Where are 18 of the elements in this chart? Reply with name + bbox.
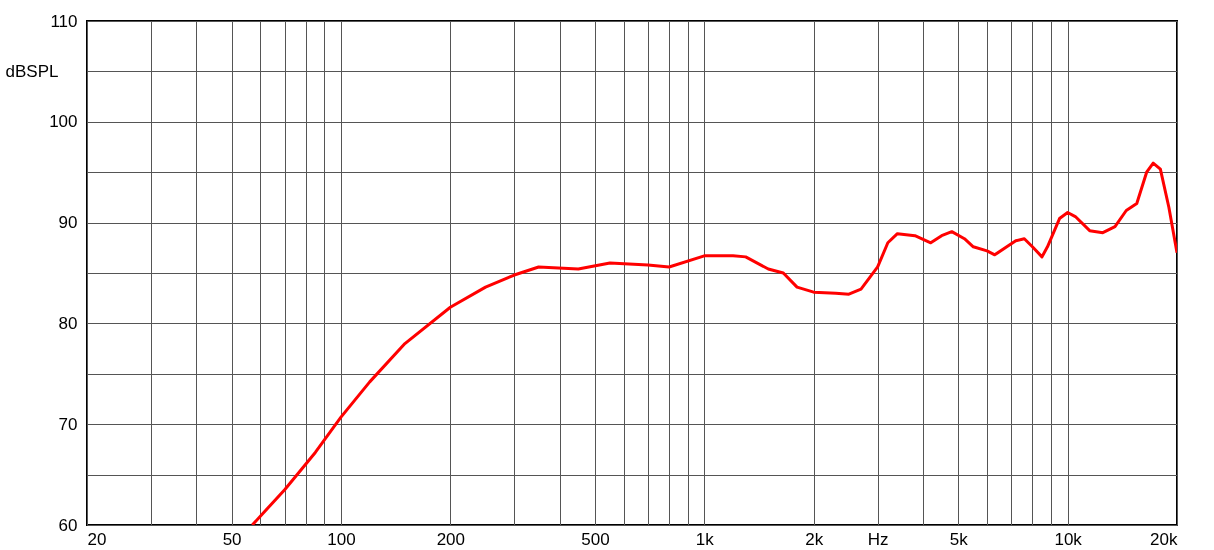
x-tick-label: 20k — [1150, 529, 1178, 549]
y-tick-label: 80 — [58, 313, 78, 333]
x-tick-label: 50 — [222, 529, 242, 549]
x-tick-label: 500 — [581, 529, 610, 549]
x-tick-label: 200 — [436, 529, 466, 549]
x-tick-label: 1k — [695, 529, 715, 549]
y-tick-label: 110 — [50, 11, 78, 31]
y-tick-label: 70 — [58, 414, 78, 434]
x-tick-label: 100 — [327, 529, 356, 549]
y-tick-label: 60 — [58, 515, 78, 535]
x-tick-label: 10k — [1054, 529, 1083, 549]
x-tick-label: 20 — [87, 529, 107, 549]
y-tick-label: 90 — [58, 213, 78, 233]
x-tick-label: 2k — [805, 529, 824, 549]
x-tick-label: Hz — [867, 529, 889, 549]
x-tick-label: 5k — [949, 529, 969, 549]
y-axis-title: dBSPL — [5, 61, 59, 81]
y-tick-label: 100 — [49, 112, 78, 132]
